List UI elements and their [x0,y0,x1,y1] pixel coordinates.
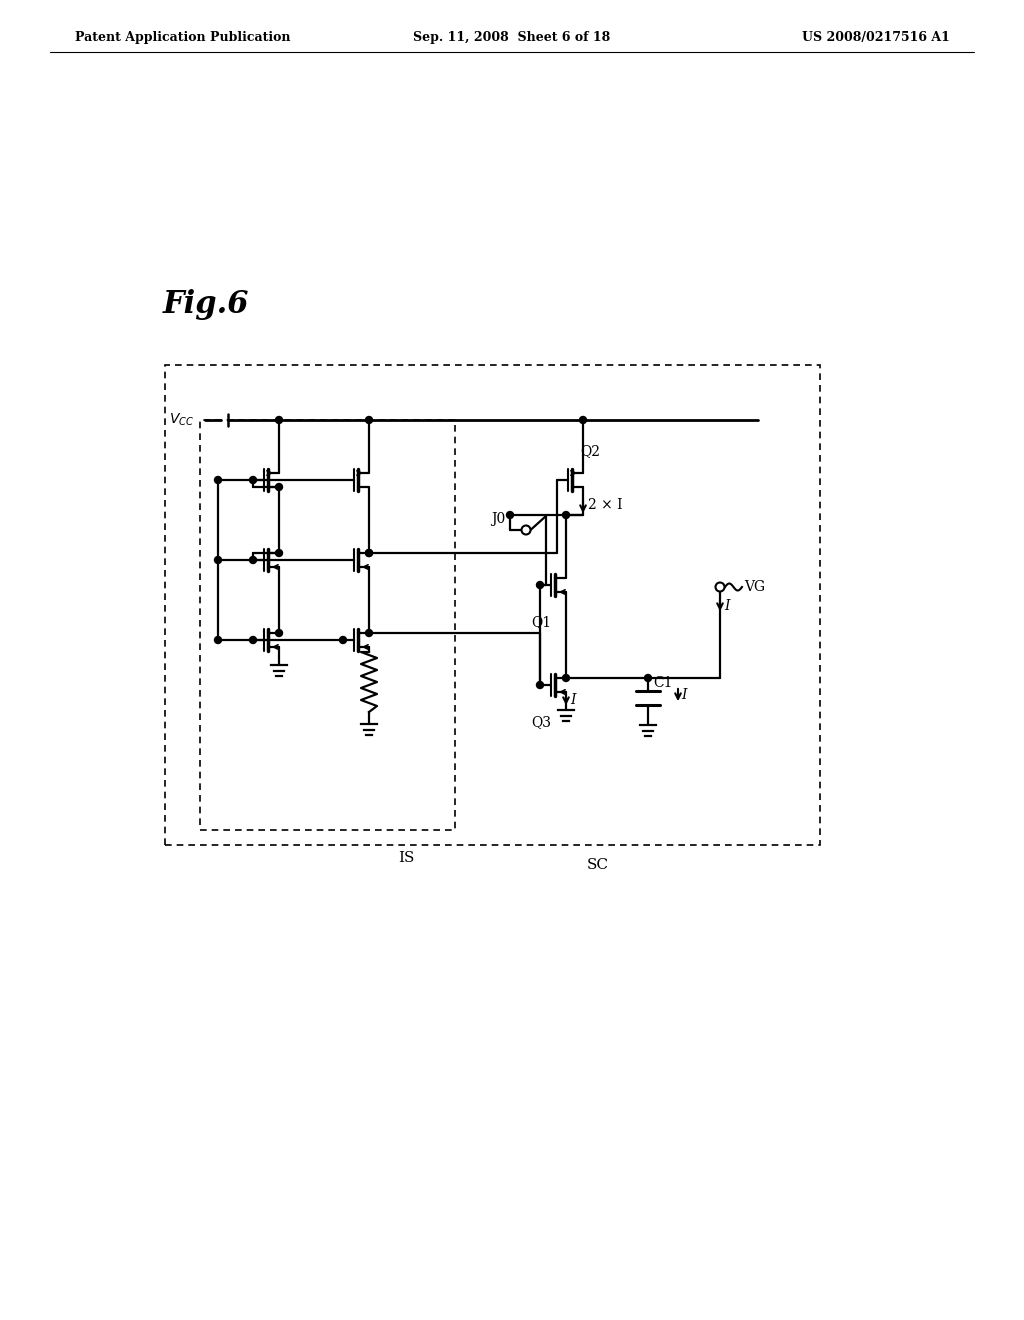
Circle shape [366,417,373,424]
Text: Patent Application Publication: Patent Application Publication [75,30,291,44]
Circle shape [275,630,283,636]
Circle shape [537,582,544,589]
Text: 2 × I: 2 × I [588,498,623,512]
Text: Fig.6: Fig.6 [163,289,250,321]
Circle shape [580,417,587,424]
Bar [200,420,455,830]
Circle shape [537,681,544,689]
Text: SC: SC [587,858,609,873]
Bar [165,366,820,845]
Text: I: I [570,693,575,708]
Circle shape [366,549,373,557]
Text: Q2: Q2 [580,444,600,458]
Circle shape [250,636,256,644]
Text: Sep. 11, 2008  Sheet 6 of 18: Sep. 11, 2008 Sheet 6 of 18 [414,30,610,44]
Text: VG: VG [744,579,765,594]
Circle shape [250,557,256,564]
Circle shape [716,582,725,591]
Circle shape [644,675,651,681]
Circle shape [214,557,221,564]
Circle shape [366,549,373,557]
Text: US 2008/0217516 A1: US 2008/0217516 A1 [802,30,950,44]
Text: $V_{CC}$: $V_{CC}$ [169,412,194,428]
Text: J0: J0 [490,512,505,525]
Circle shape [275,549,283,557]
Text: I: I [681,688,686,702]
Circle shape [562,675,569,681]
Circle shape [521,525,530,535]
Text: C1: C1 [653,676,673,690]
Text: Q3: Q3 [531,715,551,729]
Circle shape [214,477,221,483]
Circle shape [250,477,256,483]
Circle shape [507,511,513,519]
Circle shape [275,417,283,424]
Text: IS: IS [398,851,415,865]
Text: I: I [724,599,729,612]
Circle shape [214,636,221,644]
Circle shape [275,483,283,491]
Circle shape [340,636,346,644]
Circle shape [366,630,373,636]
Text: Q1: Q1 [531,615,551,630]
Circle shape [562,511,569,519]
